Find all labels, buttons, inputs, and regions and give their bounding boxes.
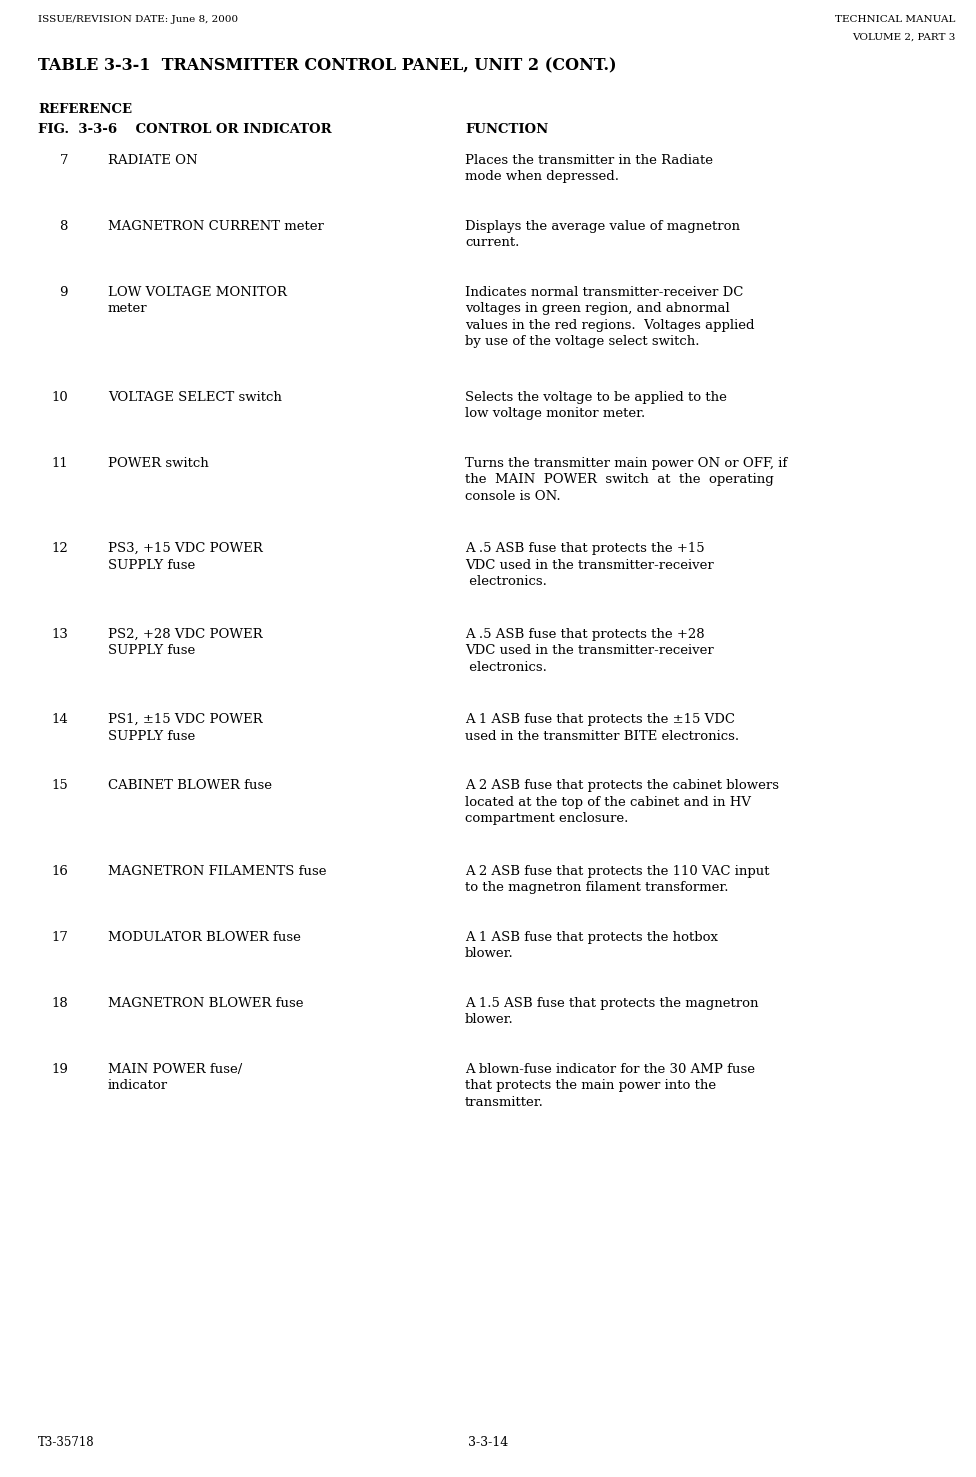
Text: MAGNETRON CURRENT meter: MAGNETRON CURRENT meter xyxy=(108,220,324,233)
Text: PS1, ±15 VDC POWER
SUPPLY fuse: PS1, ±15 VDC POWER SUPPLY fuse xyxy=(108,713,263,743)
Text: A .5 ASB fuse that protects the +15
VDC used in the transmitter-receiver
 electr: A .5 ASB fuse that protects the +15 VDC … xyxy=(465,542,713,588)
Text: LOW VOLTAGE MONITOR
meter: LOW VOLTAGE MONITOR meter xyxy=(108,285,287,315)
Text: TECHNICAL MANUAL: TECHNICAL MANUAL xyxy=(834,15,955,24)
Text: 19: 19 xyxy=(51,1062,68,1075)
Text: Indicates normal transmitter-receiver DC
voltages in green region, and abnormal
: Indicates normal transmitter-receiver DC… xyxy=(465,285,754,349)
Text: 9: 9 xyxy=(60,285,68,298)
Text: Selects the voltage to be applied to the
low voltage monitor meter.: Selects the voltage to be applied to the… xyxy=(465,391,727,419)
Text: 17: 17 xyxy=(51,931,68,944)
Text: 18: 18 xyxy=(52,997,68,1010)
Text: FUNCTION: FUNCTION xyxy=(465,124,549,136)
Text: 11: 11 xyxy=(52,456,68,470)
Text: A 2 ASB fuse that protects the cabinet blowers
located at the top of the cabinet: A 2 ASB fuse that protects the cabinet b… xyxy=(465,780,779,826)
Text: Places the transmitter in the Radiate
mode when depressed.: Places the transmitter in the Radiate mo… xyxy=(465,154,713,183)
Text: Turns the transmitter main power ON or OFF, if
the  MAIN  POWER  switch  at  the: Turns the transmitter main power ON or O… xyxy=(465,456,788,502)
Text: A 1 ASB fuse that protects the hotbox
blower.: A 1 ASB fuse that protects the hotbox bl… xyxy=(465,931,718,960)
Text: 16: 16 xyxy=(51,864,68,877)
Text: CABINET BLOWER fuse: CABINET BLOWER fuse xyxy=(108,780,272,792)
Text: 3-3-14: 3-3-14 xyxy=(468,1436,508,1449)
Text: MAIN POWER fuse/
indicator: MAIN POWER fuse/ indicator xyxy=(108,1062,242,1092)
Text: MODULATOR BLOWER fuse: MODULATOR BLOWER fuse xyxy=(108,931,301,944)
Text: FIG.  3-3-6    CONTROL OR INDICATOR: FIG. 3-3-6 CONTROL OR INDICATOR xyxy=(38,124,332,136)
Text: A 1.5 ASB fuse that protects the magnetron
blower.: A 1.5 ASB fuse that protects the magnetr… xyxy=(465,997,758,1027)
Text: MAGNETRON BLOWER fuse: MAGNETRON BLOWER fuse xyxy=(108,997,304,1010)
Text: ISSUE/REVISION DATE: June 8, 2000: ISSUE/REVISION DATE: June 8, 2000 xyxy=(38,15,238,24)
Text: RADIATE ON: RADIATE ON xyxy=(108,154,197,167)
Text: VOLTAGE SELECT switch: VOLTAGE SELECT switch xyxy=(108,391,282,403)
Text: Displays the average value of magnetron
current.: Displays the average value of magnetron … xyxy=(465,220,740,250)
Text: T3-35718: T3-35718 xyxy=(38,1436,95,1449)
Text: REFERENCE: REFERENCE xyxy=(38,103,132,117)
Text: 15: 15 xyxy=(52,780,68,792)
Text: 7: 7 xyxy=(60,154,68,167)
Text: VOLUME 2, PART 3: VOLUME 2, PART 3 xyxy=(852,32,955,41)
Text: PS2, +28 VDC POWER
SUPPLY fuse: PS2, +28 VDC POWER SUPPLY fuse xyxy=(108,628,263,657)
Text: PS3, +15 VDC POWER
SUPPLY fuse: PS3, +15 VDC POWER SUPPLY fuse xyxy=(108,542,263,572)
Text: 8: 8 xyxy=(60,220,68,233)
Text: 14: 14 xyxy=(52,713,68,727)
Text: MAGNETRON FILAMENTS fuse: MAGNETRON FILAMENTS fuse xyxy=(108,864,327,877)
Text: 12: 12 xyxy=(52,542,68,555)
Text: A .5 ASB fuse that protects the +28
VDC used in the transmitter-receiver
 electr: A .5 ASB fuse that protects the +28 VDC … xyxy=(465,628,713,674)
Text: 13: 13 xyxy=(51,628,68,641)
Text: A 1 ASB fuse that protects the ±15 VDC
used in the transmitter BITE electronics.: A 1 ASB fuse that protects the ±15 VDC u… xyxy=(465,713,739,743)
Text: POWER switch: POWER switch xyxy=(108,456,209,470)
Text: 10: 10 xyxy=(52,391,68,403)
Text: A 2 ASB fuse that protects the 110 VAC input
to the magnetron filament transform: A 2 ASB fuse that protects the 110 VAC i… xyxy=(465,864,769,894)
Text: A blown-fuse indicator for the 30 AMP fuse
that protects the main power into the: A blown-fuse indicator for the 30 AMP fu… xyxy=(465,1062,755,1109)
Text: TABLE 3-3-1  TRANSMITTER CONTROL PANEL, UNIT 2 (CONT.): TABLE 3-3-1 TRANSMITTER CONTROL PANEL, U… xyxy=(38,58,617,74)
